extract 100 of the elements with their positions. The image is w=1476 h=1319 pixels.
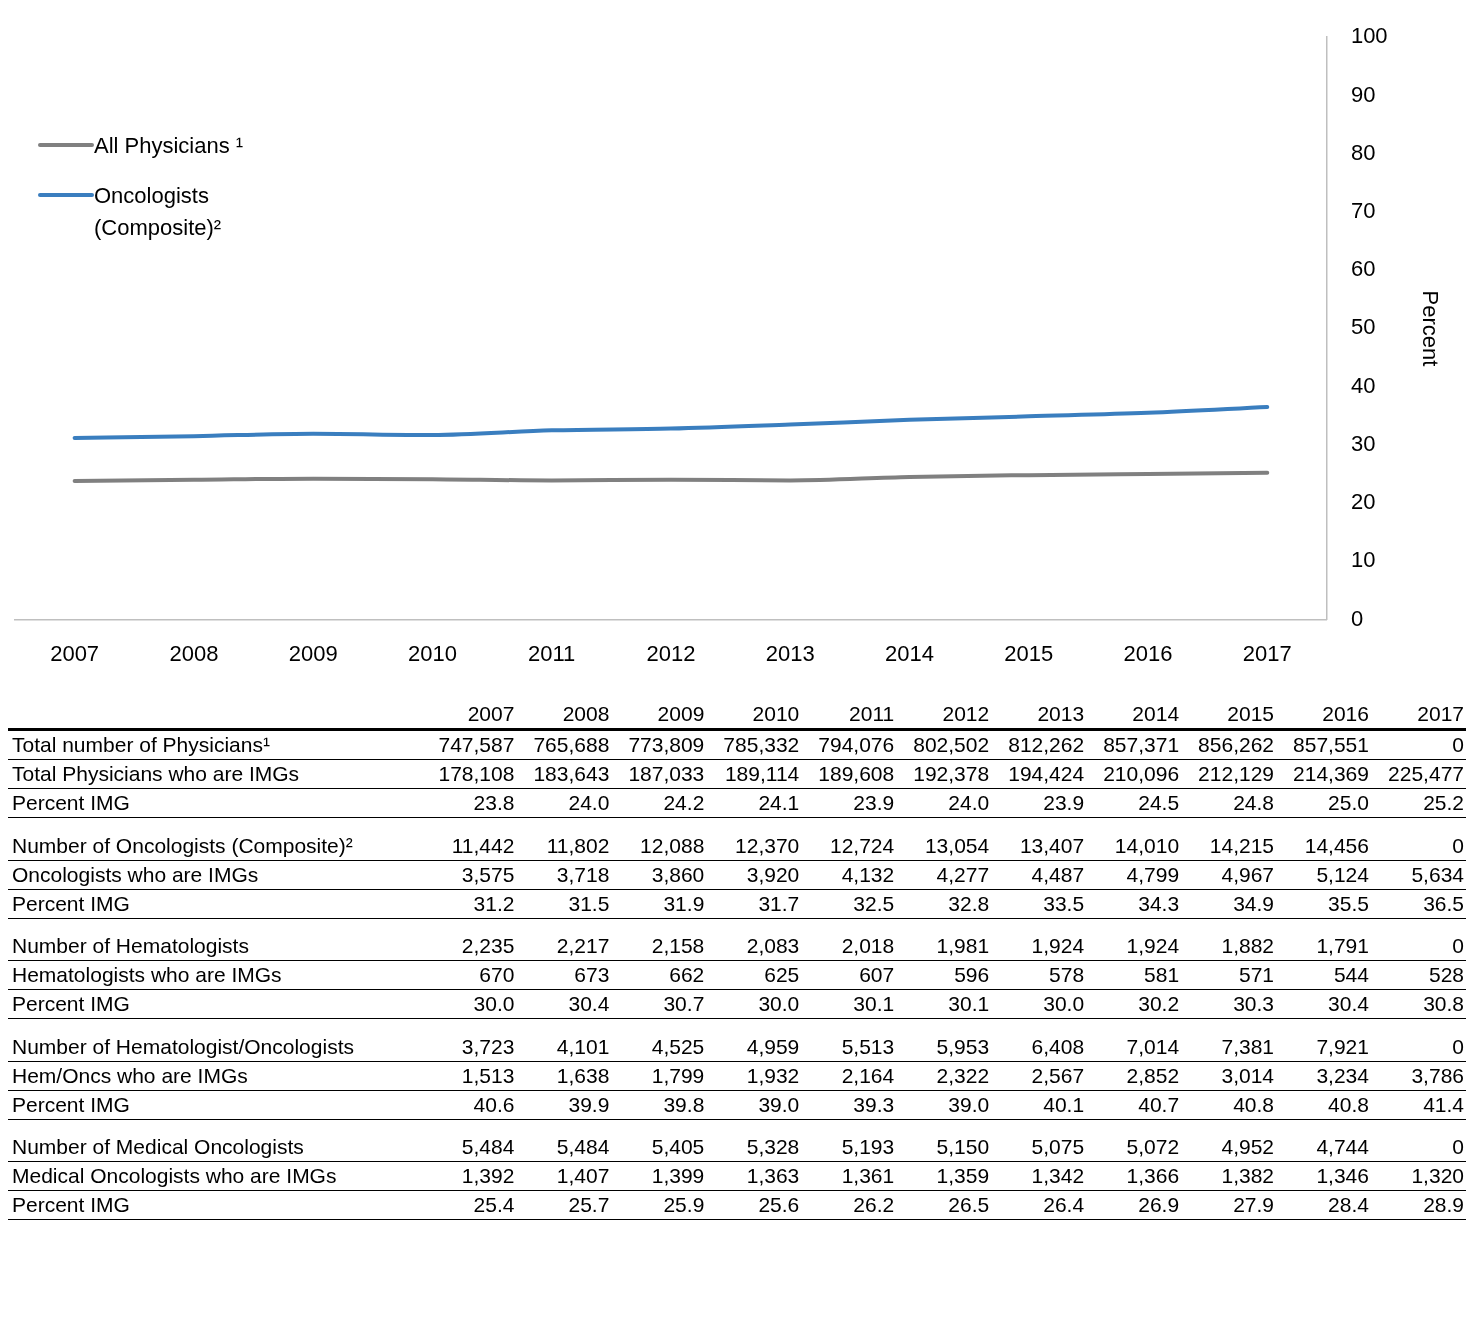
data-label: 30.4: [1276, 989, 1371, 1019]
data-label: 3,860: [611, 860, 707, 889]
data-label: 30.1: [801, 989, 897, 1019]
data-label: 40.6: [421, 1090, 517, 1119]
x-tick-label: 2015: [1181, 700, 1277, 730]
data-label: 4,959: [706, 1032, 802, 1061]
y-tick-label: 70: [1350, 197, 1376, 223]
data-label: 31.2: [421, 889, 517, 918]
data-label: 13,054: [896, 831, 992, 860]
data-label: 26.9: [1086, 1190, 1182, 1220]
x-tick-label: 2007: [421, 700, 517, 730]
x-tick-label: 2013: [765, 640, 815, 666]
data-label: 5,634: [1370, 860, 1466, 889]
x-tick-label: 2008: [169, 640, 219, 666]
data-label: 189,608: [801, 759, 897, 789]
data-label: 14,215: [1181, 831, 1277, 860]
data-label: 33.5: [991, 889, 1087, 918]
data-label: 30.8: [1370, 989, 1466, 1019]
data-label: 2,217: [516, 932, 612, 961]
data-label: 4,487: [991, 860, 1087, 889]
data-label: 12,370: [706, 831, 802, 860]
y-tick-label: Number of Oncologists (Composite)²: [8, 831, 422, 860]
data-label: 5,484: [421, 1133, 517, 1162]
data-label: 39.0: [706, 1090, 802, 1119]
data-label: 40.7: [1086, 1090, 1182, 1119]
data-label: 773,809: [611, 729, 707, 760]
data-label: 0: [1370, 1133, 1466, 1162]
data-label: 39.8: [611, 1090, 707, 1119]
data-label: 40.1: [991, 1090, 1087, 1119]
data-label: 670: [421, 960, 517, 990]
data-label: 39.3: [801, 1090, 897, 1119]
data-label: 0: [1370, 831, 1466, 860]
y-tick-label: Percent IMG: [8, 889, 422, 918]
data-label: 7,921: [1276, 1032, 1371, 1061]
data-label: 581: [1086, 960, 1182, 990]
data-label: 2,164: [801, 1061, 897, 1090]
x-tick-label: 2008: [516, 700, 612, 730]
data-label: 3,234: [1276, 1061, 1371, 1090]
y-tick-label: 0: [1350, 605, 1364, 631]
y-tick-label: Oncologists who are IMGs: [8, 860, 422, 889]
data-label: 607: [801, 960, 897, 990]
data-label: 857,371: [1086, 729, 1182, 760]
data-label: 544: [1276, 960, 1371, 990]
x-tick-label: 2015: [1004, 640, 1054, 666]
data-label: 4,277: [896, 860, 992, 889]
x-tick-label: 2007: [50, 640, 100, 666]
data-label: 28.4: [1276, 1190, 1371, 1220]
data-label: 1,799: [611, 1061, 707, 1090]
data-label: 24.2: [611, 788, 707, 818]
data-label: 39.0: [896, 1090, 992, 1119]
data-label: 673: [516, 960, 612, 990]
x-tick-label: 2013: [991, 700, 1087, 730]
data-label: 0: [1370, 932, 1466, 961]
data-label: 5,953: [896, 1032, 992, 1061]
data-label: 571: [1181, 960, 1277, 990]
y-tick-label: Total number of Physicians¹: [8, 729, 422, 760]
data-label: 26.2: [801, 1190, 897, 1220]
data-label: 1,981: [896, 932, 992, 961]
data-label: 528: [1370, 960, 1466, 990]
data-label: 11,802: [516, 831, 612, 860]
data-label: 26.4: [991, 1190, 1087, 1220]
data-label: 30.4: [516, 989, 612, 1019]
data-label: 1,882: [1181, 932, 1277, 961]
data-label: 2,852: [1086, 1061, 1182, 1090]
y-tick-label: 40: [1350, 372, 1376, 398]
data-label: 31.9: [611, 889, 707, 918]
x-tick-label: 2016: [1123, 640, 1173, 666]
data-label: 183,643: [516, 759, 612, 789]
x-tick-label: 2010: [706, 700, 802, 730]
data-label: 2,322: [896, 1061, 992, 1090]
data-label: 12,088: [611, 831, 707, 860]
data-label: 25.4: [421, 1190, 517, 1220]
data-label: 3,575: [421, 860, 517, 889]
data-label: 4,952: [1181, 1133, 1277, 1162]
x-tick-label: 2017: [1370, 700, 1466, 730]
data-label: 30.7: [611, 989, 707, 1019]
x-tick-label: 2011: [801, 700, 897, 730]
data-label: 34.3: [1086, 889, 1182, 918]
y-tick-label: Percent IMG: [8, 1190, 422, 1220]
data-label: 4,744: [1276, 1133, 1371, 1162]
y-tick-label: Percent IMG: [8, 788, 422, 818]
x-tick-label: 2012: [896, 700, 992, 730]
data-label: 178,108: [421, 759, 517, 789]
data-label: 578: [991, 960, 1087, 990]
data-label: 35.5: [1276, 889, 1371, 918]
data-label: 13,407: [991, 831, 1087, 860]
data-label: 3,014: [1181, 1061, 1277, 1090]
legend-label: All Physicians ¹: [94, 132, 244, 160]
x-tick-label: 2009: [288, 640, 338, 666]
data-label: 26.5: [896, 1190, 992, 1220]
data-label: 30.0: [706, 989, 802, 1019]
data-label: 24.0: [896, 788, 992, 818]
data-label: 857,551: [1276, 729, 1371, 760]
data-label: 4,525: [611, 1032, 707, 1061]
data-label: 14,010: [1086, 831, 1182, 860]
x-tick-label: 2014: [1086, 700, 1182, 730]
data-label: 1,366: [1086, 1161, 1182, 1191]
data-label: 30.0: [991, 989, 1087, 1019]
x-tick-label: 2012: [646, 640, 696, 666]
data-label: 5,193: [801, 1133, 897, 1162]
